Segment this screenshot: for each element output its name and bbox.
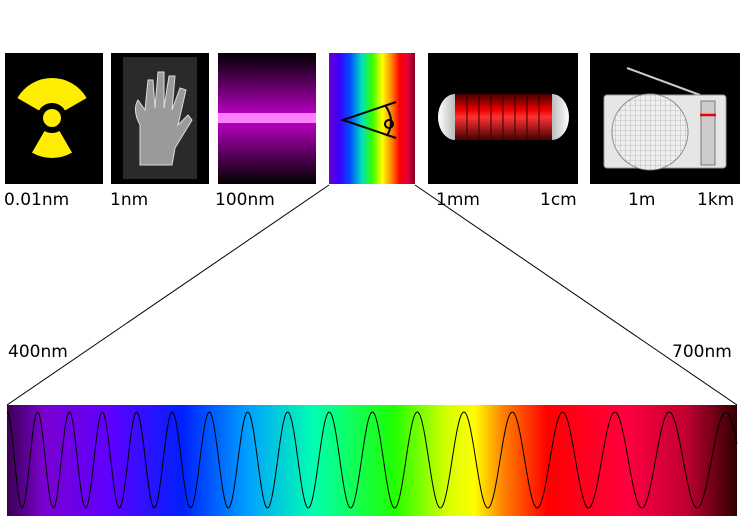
coil-lines xyxy=(466,94,540,140)
range-end-label: 700nm xyxy=(672,342,732,362)
range-start-label: 400nm xyxy=(8,342,68,362)
visible-spectrum xyxy=(7,405,737,516)
scale-label: 100nm xyxy=(215,190,275,210)
wave xyxy=(6,411,738,509)
visible-panel xyxy=(329,53,415,184)
scale-label: 1mm xyxy=(436,190,480,210)
radiation-blade xyxy=(32,130,72,158)
scale-label: 1nm xyxy=(110,190,148,210)
scale-label: 1cm xyxy=(540,190,577,210)
scale-label: 0.01nm xyxy=(4,190,69,210)
uv-lamp xyxy=(218,113,316,123)
radiation-blade xyxy=(17,78,52,111)
tuner xyxy=(700,100,716,166)
antenna xyxy=(626,67,701,96)
speaker xyxy=(611,93,689,171)
hand-icon xyxy=(134,71,193,166)
zoom-line xyxy=(6,184,330,406)
radiation-blade xyxy=(52,78,87,111)
scale-label: 1m xyxy=(628,190,655,210)
zoom-line xyxy=(414,184,738,406)
radiation-core xyxy=(43,109,61,127)
radiation-icon xyxy=(17,78,87,158)
scale-label: 1km xyxy=(697,190,734,210)
eye-icon xyxy=(339,101,397,139)
